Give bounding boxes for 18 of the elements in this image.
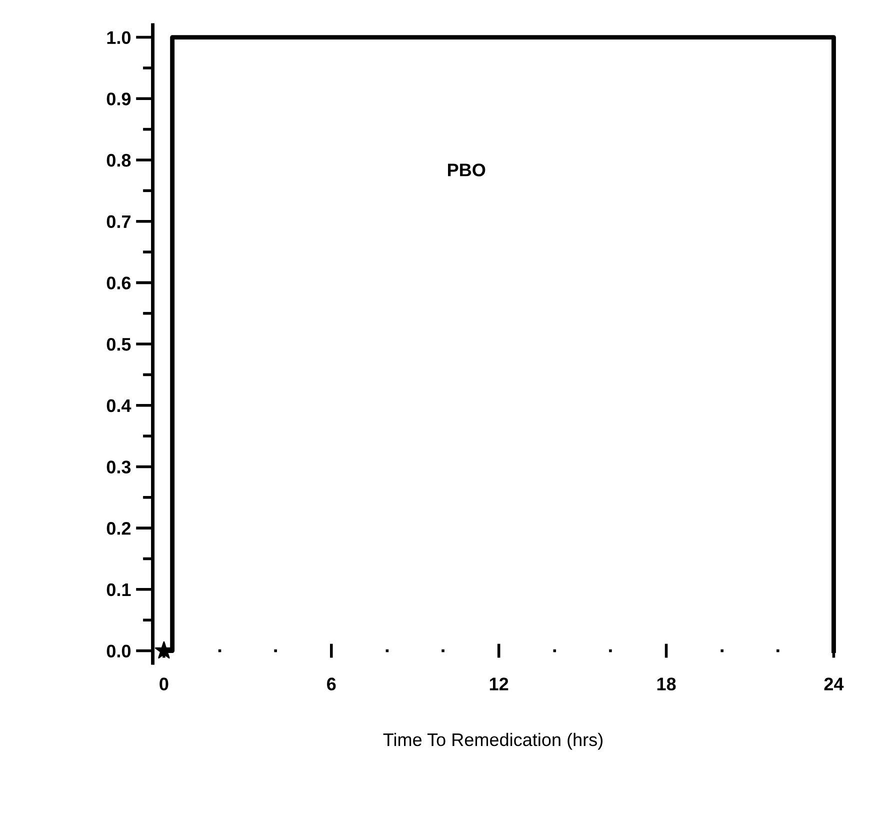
text: PBO: [448, 164, 486, 176]
y-tick-label: 0.8: [106, 154, 131, 167]
y-tick-label: 1.0: [107, 31, 131, 44]
x-tick-label: 6: [327, 678, 336, 690]
x-tick-label: 24: [824, 678, 844, 690]
x-tick-label: 0: [160, 678, 168, 690]
y-tick-label: 0.6: [106, 276, 131, 290]
y-tick-label: 0.1: [106, 583, 131, 596]
x-axis-title: Time To Remedication (hrs): [383, 732, 603, 750]
x-tick-label: 12: [490, 678, 508, 690]
y-tick-label: 0.4: [106, 399, 132, 412]
y-tick-label: 0.2: [106, 522, 131, 535]
x-tick-label: 18: [657, 678, 676, 690]
y-tick-label: 0.0: [106, 644, 131, 658]
y-tick-label: 0.9: [106, 92, 131, 106]
y-tick-label: 0.3: [106, 460, 131, 474]
y-tick-label: 0.7: [106, 215, 130, 228]
y-tick-label: 0.5: [106, 338, 131, 351]
